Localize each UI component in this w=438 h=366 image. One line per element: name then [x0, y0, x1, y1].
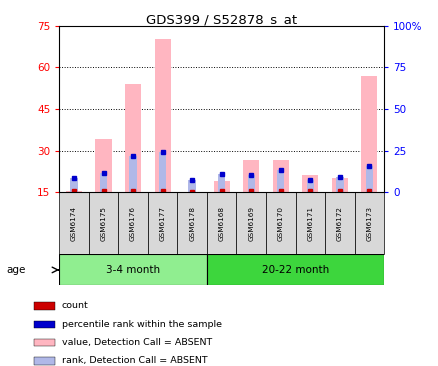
Text: percentile rank within the sample: percentile rank within the sample: [61, 320, 221, 329]
Text: GSM6172: GSM6172: [336, 206, 342, 241]
Bar: [59, 254, 206, 285]
Bar: [95, 139, 111, 192]
Bar: [306, 180, 313, 192]
Bar: [154, 40, 170, 192]
Text: value, Detection Call = ABSENT: value, Detection Call = ABSENT: [61, 338, 212, 347]
Text: GSM6177: GSM6177: [159, 206, 165, 241]
Bar: [100, 173, 107, 192]
Text: rank, Detection Call = ABSENT: rank, Detection Call = ABSENT: [61, 356, 207, 365]
Bar: [125, 84, 141, 192]
Bar: [35, 321, 55, 328]
Text: GDS399 / S52878_s_at: GDS399 / S52878_s_at: [146, 13, 297, 26]
Text: GSM6174: GSM6174: [71, 206, 77, 241]
Bar: [148, 192, 177, 254]
Bar: [247, 176, 254, 192]
Bar: [129, 156, 137, 192]
Bar: [66, 191, 82, 192]
Bar: [177, 192, 206, 254]
Bar: [365, 166, 372, 192]
Text: GSM6170: GSM6170: [277, 206, 283, 241]
Bar: [354, 192, 383, 254]
Bar: [70, 178, 78, 192]
Bar: [336, 177, 343, 192]
Bar: [118, 192, 148, 254]
Text: GSM6171: GSM6171: [307, 206, 313, 241]
Bar: [188, 180, 195, 192]
Bar: [218, 174, 225, 192]
Bar: [35, 357, 55, 365]
Bar: [236, 192, 265, 254]
Bar: [213, 181, 230, 192]
Bar: [276, 170, 284, 192]
Bar: [206, 192, 236, 254]
Bar: [243, 160, 259, 192]
Text: 20-22 month: 20-22 month: [261, 265, 328, 275]
Bar: [59, 192, 88, 254]
Text: GSM6176: GSM6176: [130, 206, 136, 241]
Text: GSM6169: GSM6169: [247, 206, 254, 241]
Bar: [206, 254, 383, 285]
Text: GSM6168: GSM6168: [218, 206, 224, 241]
Text: count: count: [61, 302, 88, 310]
Bar: [331, 178, 347, 192]
Bar: [301, 176, 318, 192]
Bar: [159, 152, 166, 192]
Bar: [295, 192, 324, 254]
Bar: [324, 192, 354, 254]
Bar: [35, 339, 55, 346]
Text: GSM6173: GSM6173: [366, 206, 371, 241]
Text: age: age: [7, 265, 26, 275]
Bar: [265, 192, 295, 254]
Text: GSM6175: GSM6175: [100, 206, 106, 241]
Bar: [272, 160, 288, 192]
Bar: [35, 302, 55, 310]
Text: GSM6178: GSM6178: [189, 206, 195, 241]
Text: 3-4 month: 3-4 month: [106, 265, 160, 275]
Bar: [360, 76, 377, 192]
Bar: [88, 192, 118, 254]
